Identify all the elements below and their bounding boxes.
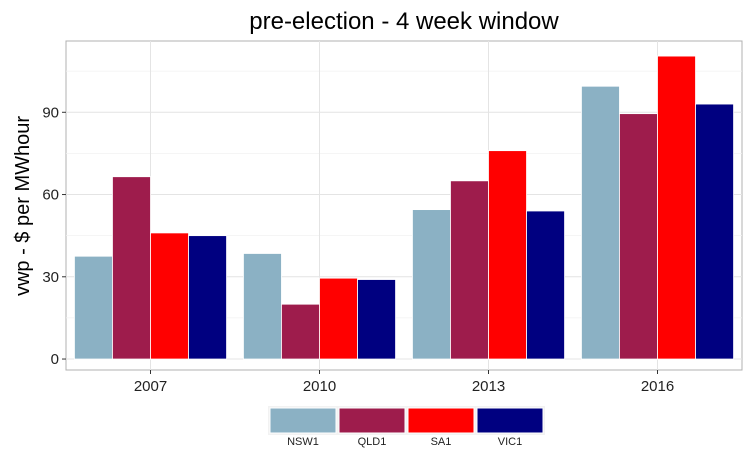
y-tick-label: 90 <box>42 104 59 121</box>
bar-sa1-2010 <box>319 277 358 360</box>
y-axis-label: vwp - $ per MWhour <box>12 116 34 296</box>
bar-vic1-2010 <box>357 279 396 360</box>
legend-swatch-qld1 <box>338 407 406 434</box>
bar-vic1-2013 <box>526 210 565 360</box>
bar-qld1-2016 <box>619 113 658 360</box>
bar-qld1-2010 <box>281 303 320 360</box>
y-tick-label: 60 <box>42 187 59 204</box>
legend-swatch-nsw1 <box>269 407 337 434</box>
bar-sa1-2007 <box>150 232 189 360</box>
legend-label-sa1: SA1 <box>431 436 452 448</box>
y-tick-label: 0 <box>51 351 59 368</box>
legend-swatch-vic1 <box>476 407 544 434</box>
bar-vic1-2016 <box>695 103 734 360</box>
y-axis: 0 30 60 90 <box>42 104 66 368</box>
bar-qld1-2013 <box>450 180 489 360</box>
chart-title: pre-election - 4 week window <box>249 8 559 35</box>
bar-nsw1-2010 <box>243 253 282 360</box>
bar-sa1-2013 <box>488 150 527 360</box>
x-axis: 2007 2010 2013 2016 <box>134 370 674 395</box>
legend: NSW1 QLD1 SA1 VIC1 <box>268 406 545 448</box>
legend-label-vic1: VIC1 <box>498 436 522 448</box>
y-tick-label: 30 <box>42 269 59 286</box>
x-tick-label: 2010 <box>303 378 336 395</box>
x-tick-label: 2007 <box>134 378 167 395</box>
bar-sa1-2016 <box>657 55 696 360</box>
bar-vic1-2007 <box>188 235 227 360</box>
legend-label-qld1: QLD1 <box>358 436 387 448</box>
legend-label-nsw1: NSW1 <box>287 436 319 448</box>
legend-swatch-sa1 <box>407 407 475 434</box>
bars <box>74 55 734 360</box>
bar-qld1-2007 <box>112 176 151 360</box>
bar-nsw1-2007 <box>74 255 113 360</box>
bar-nsw1-2013 <box>412 209 451 360</box>
x-tick-label: 2016 <box>641 378 674 395</box>
x-tick-label: 2013 <box>472 378 505 395</box>
bar-nsw1-2016 <box>581 85 620 360</box>
